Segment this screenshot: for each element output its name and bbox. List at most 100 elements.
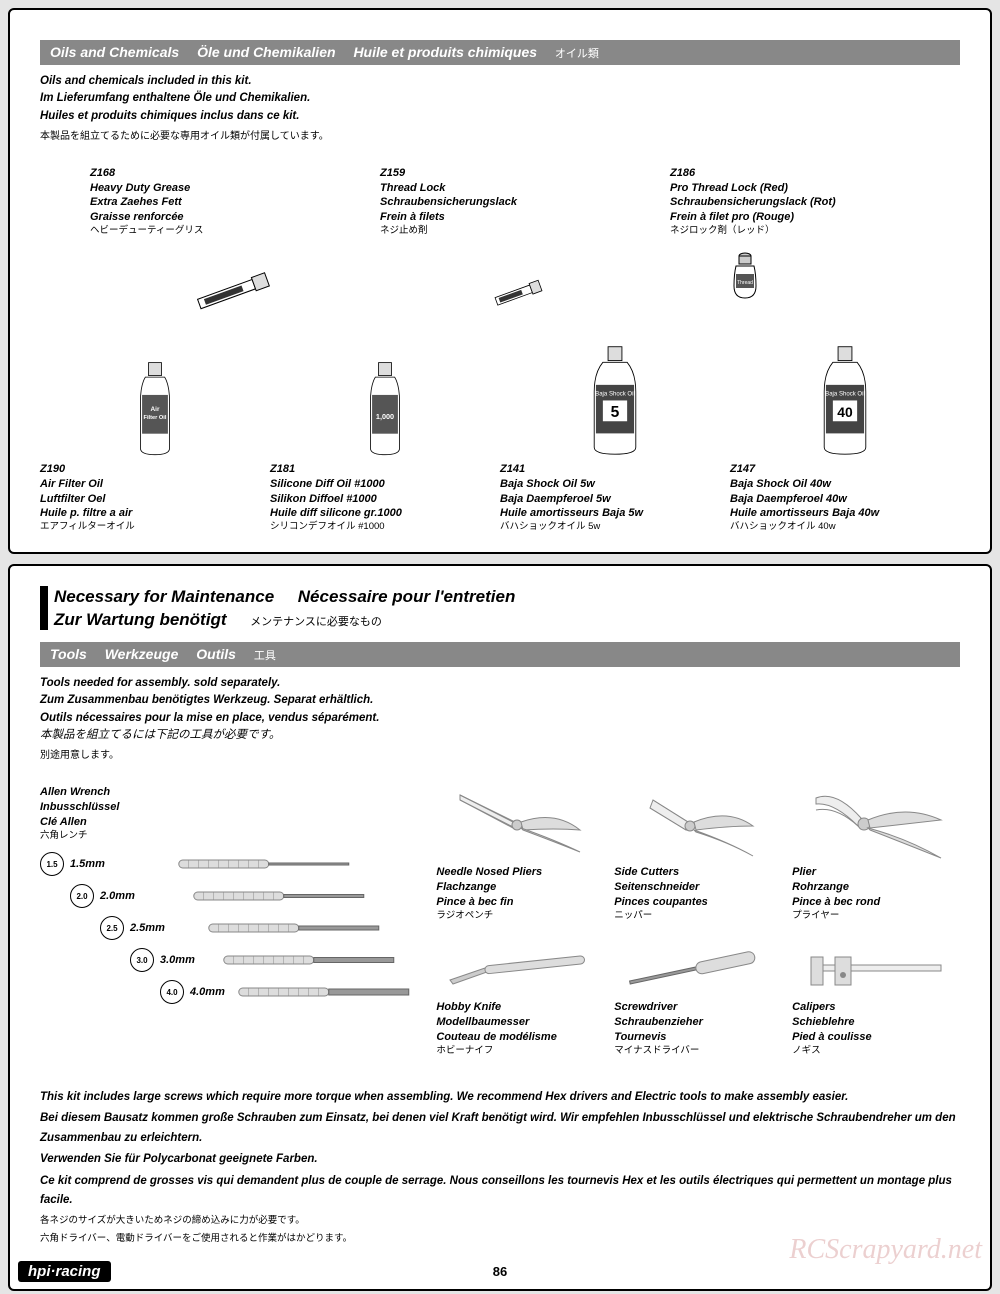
label-de: Silikon Diffoel #1000 — [270, 492, 500, 507]
label-de: Seitenschneider — [614, 880, 782, 895]
heading-de: Zur Wartung benötigt — [54, 610, 227, 629]
label-fr: Frein à filet pro (Rouge) — [670, 210, 960, 225]
label-en: Air Filter Oil — [40, 477, 270, 492]
small-bottle-icon: Thread — [670, 244, 960, 302]
label-jp: ラジオペンチ — [436, 910, 604, 923]
bottle-icon: Baja Shock Oil40 — [730, 328, 960, 458]
intro-de: Im Lieferumfang enthaltene Öle und Chemi… — [40, 90, 960, 107]
allen-wrench-block: Allen Wrench Inbusschlüssel Clé Allen 六角… — [40, 785, 426, 1058]
item-hobby-knife: Hobby Knife Modellbaumesser Couteau de m… — [436, 940, 604, 1057]
label-jp: ヘビーデューティーグリス — [90, 225, 380, 238]
svg-text:Air: Air — [151, 406, 160, 413]
allen-item: 3.0 3.0mm — [130, 948, 426, 972]
footnote-jp1: 各ネジのサイズが大きいためネジの締め込みに力が必要です。 — [40, 1213, 960, 1229]
tools-intro: Tools needed for assembly. sold separate… — [40, 675, 960, 763]
bottle-icon: Baja Shock Oil 5 — [500, 328, 730, 458]
item-calipers: Calipers Schieblehre Pied à coulisse ノギス — [792, 940, 960, 1057]
label-de: Baja Daempferoel 40w — [730, 492, 960, 507]
label-de: Baja Daempferoel 5w — [500, 492, 730, 507]
label-jp: バハショックオイル 5w — [500, 521, 730, 534]
threadlock-tube-icon — [380, 244, 670, 302]
code: Z147 — [730, 462, 960, 477]
item-z190: AirFilter Oil Z190 Air Filter Oil Luftfi… — [40, 322, 270, 534]
code: Z190 — [40, 462, 270, 477]
code: Z186 — [670, 166, 960, 181]
section-title-jp: 工具 — [254, 650, 276, 662]
section-title-de: Öle und Chemikalien — [197, 44, 335, 60]
size-circle-icon: 4.0 — [160, 980, 184, 1004]
bottle-icon: Air Filter Oil — [40, 328, 270, 458]
section-title-en: Oils and Chemicals — [50, 44, 179, 60]
heading-en: Necessary for Maintenance — [54, 587, 274, 606]
footnote-de: Bei diesem Bausatz kommen große Schraube… — [40, 1109, 960, 1148]
plier-icon — [792, 785, 960, 865]
svg-text:1,000: 1,000 — [376, 412, 394, 421]
label-de: Schraubensicherungslack (Rot) — [670, 195, 960, 210]
label-en: Pro Thread Lock (Red) — [670, 181, 960, 196]
label-fr: Pinces coupantes — [614, 895, 782, 910]
label-de: Extra Zaehes Fett — [90, 195, 380, 210]
heading-fr: Nécessaire pour l'entretien — [298, 587, 516, 606]
allen-item: 4.0 4.0mm — [160, 980, 426, 1004]
allen-item: 2.5 2.5mm — [100, 916, 426, 940]
label-fr: Graisse renforcée — [90, 210, 380, 225]
allen-fr: Clé Allen — [40, 815, 426, 830]
label-fr: Couteau de modélisme — [436, 1030, 604, 1045]
item-needle-pliers: Needle Nosed Pliers Flachzange Pince à b… — [436, 785, 604, 922]
calipers-icon — [792, 940, 960, 1000]
footnote-en: This kit includes large screws which req… — [40, 1088, 960, 1108]
brand-logo: hpi·racing — [18, 1261, 111, 1282]
oils-row-1: Z168 Heavy Duty Grease Extra Zaehes Fett… — [40, 166, 960, 306]
intro-en: Oils and chemicals included in this kit. — [40, 73, 960, 90]
svg-text:5: 5 — [611, 404, 620, 421]
allen-sizes-list: 1.5 1.5mm 2.0 2.0mm 2.5 2.5mm 3.0 3.0mm — [40, 852, 426, 1004]
maintenance-heading: Necessary for Maintenance Nécessaire pou… — [40, 586, 960, 632]
footnote-fr: Ce kit comprend de grosses vis qui deman… — [40, 1172, 960, 1211]
item-z181: 1,000 Z181 Silicone Diff Oil #1000 Silik… — [270, 322, 500, 534]
page-footer: hpi·racing 86 — [18, 1261, 982, 1282]
size-circle-icon: 1.5 — [40, 852, 64, 876]
item-z186: Z186 Pro Thread Lock (Red) Schraubensich… — [670, 166, 960, 306]
heading-bar-icon — [40, 586, 48, 630]
footnote-de2: Verwenden Sie für Polycarbonat geeignete… — [40, 1150, 960, 1170]
wrench-icon — [111, 853, 427, 875]
label-fr: Tournevis — [614, 1030, 782, 1045]
pliers-row: Needle Nosed Pliers Flachzange Pince à b… — [436, 785, 960, 922]
label-en: Calipers — [792, 1000, 960, 1015]
section-title-en: Tools — [50, 646, 87, 662]
size-circle-icon: 2.0 — [70, 884, 94, 908]
item-z159: Z159 Thread Lock Schraubensicherungslack… — [380, 166, 670, 306]
item-z141: Baja Shock Oil5 Z141 Baja Shock Oil 5w B… — [500, 322, 730, 534]
label-jp: シリコンデフオイル #1000 — [270, 521, 500, 534]
size-circle-icon: 2.5 — [100, 916, 124, 940]
section-title-fr: Outils — [196, 646, 236, 662]
page-number: 86 — [493, 1264, 507, 1279]
label-en: Baja Shock Oil 40w — [730, 477, 960, 492]
allen-jp: 六角レンチ — [40, 830, 426, 843]
allen-item: 1.5 1.5mm — [40, 852, 426, 876]
label-jp: バハショックオイル 40w — [730, 521, 960, 534]
section-title-de: Werkzeuge — [105, 646, 179, 662]
screwdriver-icon — [614, 940, 782, 1000]
intro-jp2: 別途用意します。 — [40, 748, 960, 763]
wrench-icon — [171, 917, 427, 939]
label-jp: ノギス — [792, 1045, 960, 1058]
label-en: Thread Lock — [380, 181, 670, 196]
needle-pliers-icon — [436, 785, 604, 865]
knife-icon — [436, 940, 604, 1000]
label-jp: エアフィルターオイル — [40, 521, 270, 534]
oils-row-2: AirFilter Oil Z190 Air Filter Oil Luftfi… — [40, 322, 960, 534]
svg-text:Baja Shock Oil: Baja Shock Oil — [595, 392, 635, 398]
wrench-icon — [201, 949, 427, 971]
svg-text:Filter Oil: Filter Oil — [144, 415, 167, 421]
label-fr: Pince à bec rond — [792, 895, 960, 910]
label-fr: Huile amortisseurs Baja 40w — [730, 506, 960, 521]
code: Z181 — [270, 462, 500, 477]
allen-de: Inbusschlüssel — [40, 800, 426, 815]
size-label: 3.0mm — [160, 954, 195, 966]
label-de: Schraubensicherungslack — [380, 195, 670, 210]
size-label: 2.5mm — [130, 922, 165, 934]
label-fr: Pied à coulisse — [792, 1030, 960, 1045]
label-jp: ネジ止め剤 — [380, 225, 670, 238]
label-fr: Huile p. filtre a air — [40, 506, 270, 521]
